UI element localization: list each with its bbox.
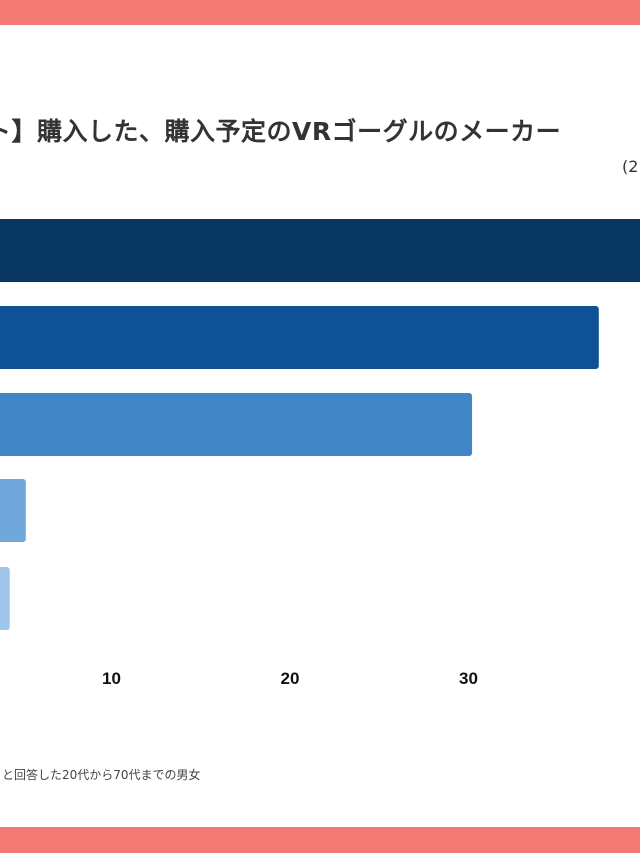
x-tick-label: 20 xyxy=(281,669,300,688)
bottom-band xyxy=(0,827,640,853)
unit-note: (2 xyxy=(622,157,639,176)
chart-title: ト】購入した、購入予定のVRゴーグルのメーカー xyxy=(0,117,562,146)
bar-5 xyxy=(0,567,10,630)
top-band xyxy=(0,0,640,25)
bar-2 xyxy=(0,306,599,369)
x-tick-label: 30 xyxy=(459,669,478,688)
footnote: と回答した20代から70代までの男女 xyxy=(2,768,201,782)
x-tick-label: 10 xyxy=(102,669,121,688)
bar-3 xyxy=(0,393,473,456)
bar-4 xyxy=(0,479,26,542)
bar-1 xyxy=(0,219,640,282)
